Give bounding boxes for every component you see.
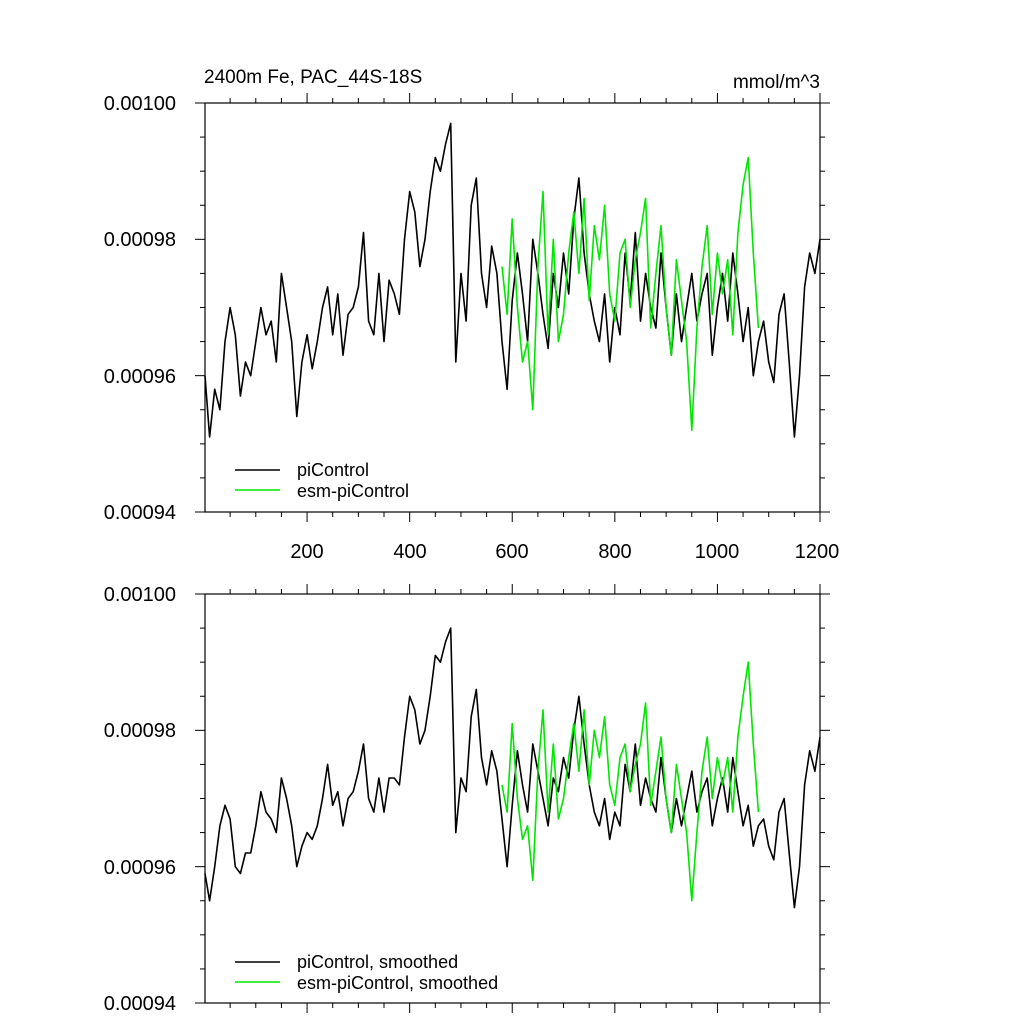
top-legend-label-esm-picontrol: esm-piControl <box>297 481 409 501</box>
bottom-ytick-label-1: 0.00096 <box>104 857 176 879</box>
bottom-legend-label-esm-picontrol: esm-piControl, smoothed <box>297 973 498 993</box>
top-ytick-label-0: 0.00094 <box>104 502 176 524</box>
bottom-ytick-label-0: 0.00094 <box>104 993 176 1015</box>
top-legend: piControl esm-piControl <box>235 460 409 501</box>
bottom-ytick-label-2: 0.00098 <box>104 720 176 742</box>
top-series-line-picontrol <box>204 122 821 438</box>
top-xtick-label-1: 400 <box>393 541 426 563</box>
top-xtick-label-4: 1000 <box>695 541 740 563</box>
bottom-panel-ticks <box>195 584 830 1013</box>
top-panel-title: 2400m Fe, PAC_44S-18S <box>204 67 422 88</box>
top-ytick-label-1: 0.00096 <box>104 366 176 388</box>
bottom-panel-series <box>204 627 821 909</box>
bottom-series-line-esm-picontrol-smoothed <box>501 661 760 902</box>
top-xtick-label-0: 200 <box>290 541 323 563</box>
bottom-legend: piControl, smoothed esm-piControl, smoot… <box>235 952 498 993</box>
top-panel: 2400m Fe, PAC_44S-18S mmol/m^3 0.00094 0… <box>104 67 840 563</box>
top-ytick-label-2: 0.00098 <box>104 229 176 251</box>
bottom-series-line-picontrol-smoothed <box>204 627 821 909</box>
top-panel-series <box>204 122 821 438</box>
top-series-line-esm-picontrol <box>501 156 760 432</box>
top-xtick-label-5: 1200 <box>795 541 840 563</box>
top-panel-ticks <box>195 93 830 522</box>
top-panel-units: mmol/m^3 <box>733 72 820 93</box>
bottom-ytick-label-3: 0.00100 <box>104 584 176 606</box>
top-ytick-label-3: 0.00100 <box>104 93 176 115</box>
top-xtick-label-2: 600 <box>495 541 528 563</box>
top-xtick-label-3: 800 <box>598 541 631 563</box>
bottom-legend-label-picontrol: piControl, smoothed <box>297 952 458 972</box>
bottom-panel: 0.00094 0.00096 0.00098 0.00100 piContro… <box>104 584 830 1015</box>
top-legend-label-picontrol: piControl <box>297 460 369 480</box>
